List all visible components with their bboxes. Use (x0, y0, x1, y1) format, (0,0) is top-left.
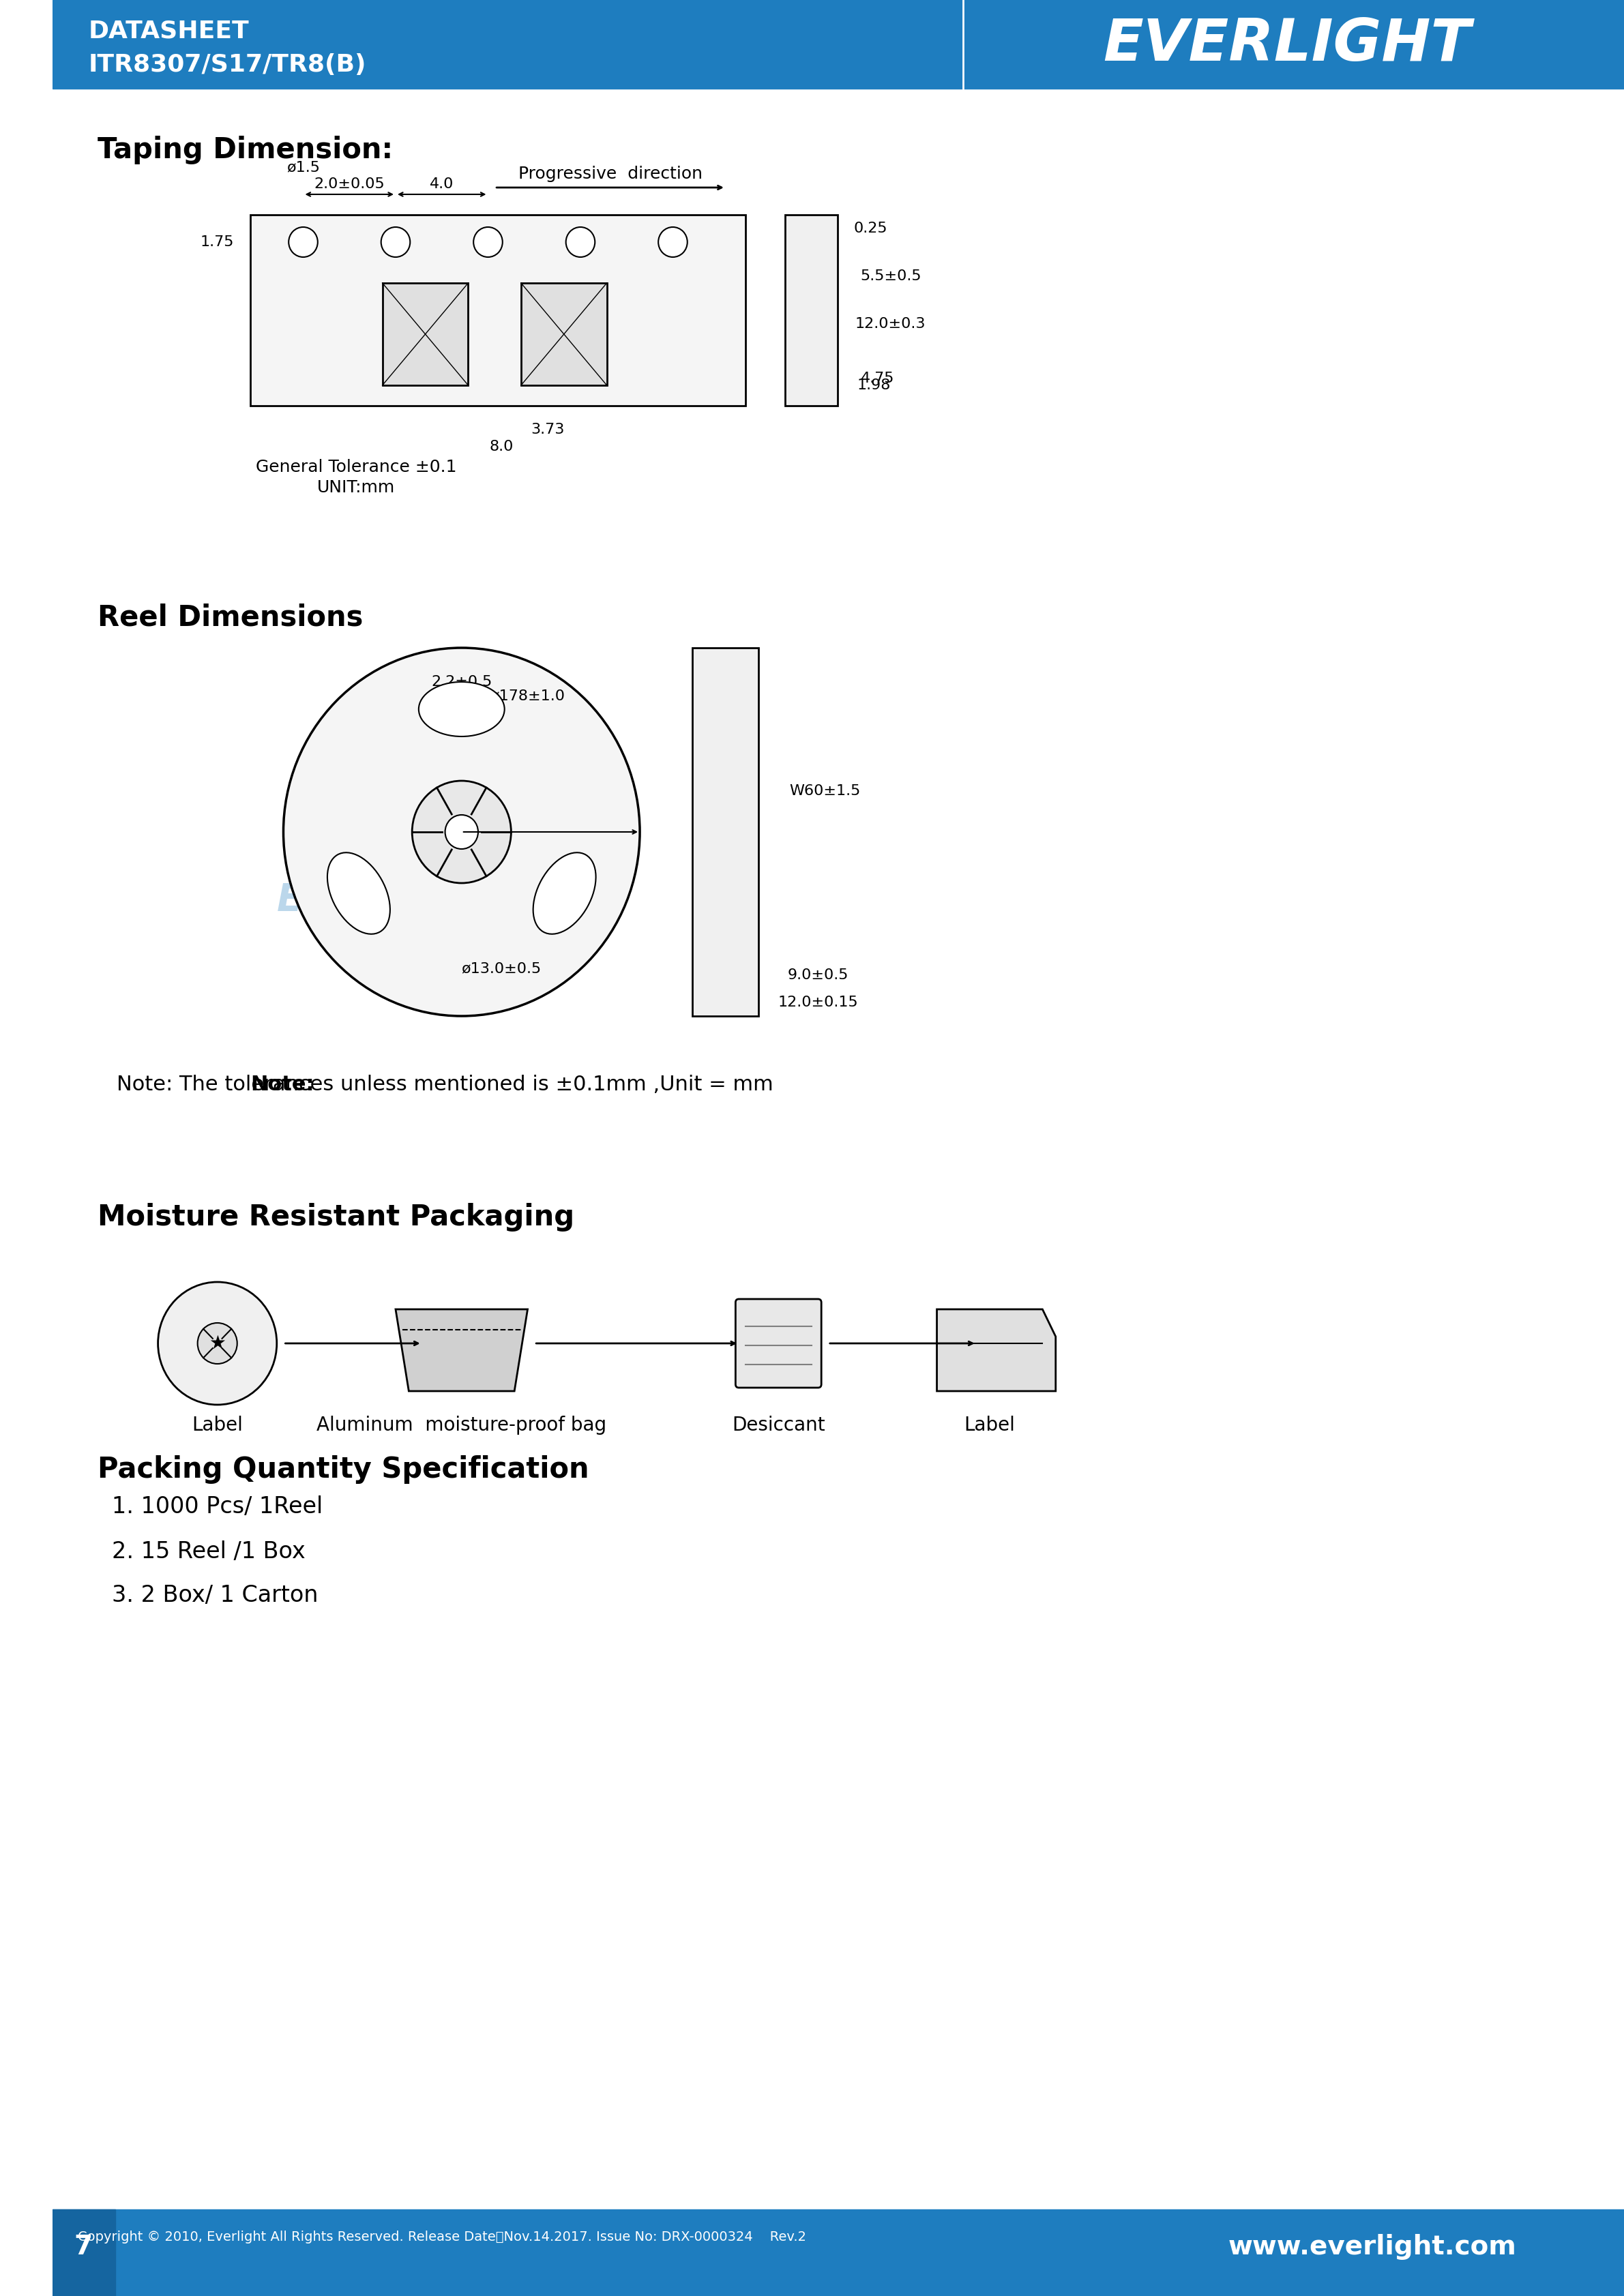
Circle shape (382, 227, 411, 257)
Ellipse shape (328, 852, 390, 934)
Bar (52, 2209, 1624, 2296)
Text: 1.75: 1.75 (200, 234, 234, 248)
Text: Note:: Note: (250, 1075, 313, 1095)
Text: 5.5±0.5: 5.5±0.5 (861, 269, 921, 282)
Text: Desiccant: Desiccant (732, 1417, 825, 1435)
Text: DATASHEET: DATASHEET (89, 18, 250, 41)
Text: www.everlight.com: www.everlight.com (1228, 2234, 1517, 2259)
Text: Reel Dimensions: Reel Dimensions (97, 604, 362, 631)
Text: ITR8307/S17/TR8(B): ITR8307/S17/TR8(B) (89, 53, 367, 76)
Circle shape (412, 781, 512, 884)
Text: Progressive  direction: Progressive direction (518, 165, 702, 181)
Text: 0.25: 0.25 (854, 223, 888, 234)
Circle shape (565, 227, 594, 257)
Circle shape (158, 1281, 276, 1405)
Circle shape (289, 227, 318, 257)
Polygon shape (396, 1309, 528, 1391)
Text: Packing Quantity Specification: Packing Quantity Specification (97, 1456, 590, 1483)
Circle shape (474, 227, 502, 257)
Bar (52, 0, 1624, 90)
Text: Label: Label (192, 1417, 244, 1435)
Bar (692, 647, 758, 1017)
Bar (250, 216, 745, 406)
Text: 4.75: 4.75 (861, 372, 895, 386)
Circle shape (198, 1322, 237, 1364)
Text: W60±1.5: W60±1.5 (789, 785, 861, 797)
Ellipse shape (533, 852, 596, 934)
Bar (521, 282, 607, 386)
FancyBboxPatch shape (736, 1300, 822, 1387)
Text: EVERLIGHT: EVERLIGHT (1103, 16, 1471, 73)
Text: ø13.0±0.5: ø13.0±0.5 (461, 962, 541, 976)
Text: Note: The tolerances unless mentioned is ±0.1mm ,Unit = mm: Note: The tolerances unless mentioned is… (117, 1075, 773, 1095)
Text: ø178±1.0: ø178±1.0 (490, 689, 565, 703)
Text: Moisture Resistant Packaging: Moisture Resistant Packaging (97, 1203, 573, 1231)
Text: ø1.5: ø1.5 (286, 161, 320, 174)
Text: 2.2±0.5: 2.2±0.5 (430, 675, 492, 689)
Bar (784, 216, 838, 406)
Text: Label: Label (965, 1417, 1015, 1435)
Text: Taping Dimension:: Taping Dimension: (97, 135, 393, 165)
Polygon shape (937, 1309, 1056, 1391)
Text: 4.0: 4.0 (430, 177, 453, 191)
Text: UNIT:mm: UNIT:mm (317, 480, 395, 496)
Circle shape (658, 227, 687, 257)
Text: 3.73: 3.73 (531, 422, 564, 436)
Text: General Tolerance ±0.1: General Tolerance ±0.1 (255, 459, 456, 475)
Text: 2. 15 Reel /1 Box: 2. 15 Reel /1 Box (112, 1541, 305, 1564)
Bar (52, 2209, 115, 2296)
Text: 8.0: 8.0 (489, 441, 513, 455)
Text: 3. 2 Box/ 1 Carton: 3. 2 Box/ 1 Carton (112, 1584, 318, 1607)
Ellipse shape (419, 682, 505, 737)
Text: 2.0±0.05: 2.0±0.05 (313, 177, 385, 191)
Text: 9.0±0.5: 9.0±0.5 (788, 969, 849, 983)
Circle shape (445, 815, 477, 850)
Text: 12.0±0.3: 12.0±0.3 (856, 317, 926, 331)
Text: Copyright © 2010, Everlight All Rights Reserved. Release Date：Nov.14.2017. Issue: Copyright © 2010, Everlight All Rights R… (78, 2229, 806, 2243)
Text: Aluminum  moisture-proof bag: Aluminum moisture-proof bag (317, 1417, 607, 1435)
Bar (382, 282, 468, 386)
Text: 7: 7 (75, 2234, 93, 2259)
Text: 1.98: 1.98 (857, 379, 892, 393)
Text: 12.0±0.15: 12.0±0.15 (778, 996, 857, 1010)
Text: ★: ★ (209, 1334, 226, 1352)
Text: 1. 1000 Pcs/ 1Reel: 1. 1000 Pcs/ 1Reel (112, 1495, 323, 1518)
Text: EVERLIGHT: EVERLIGHT (276, 882, 513, 918)
Circle shape (283, 647, 640, 1017)
